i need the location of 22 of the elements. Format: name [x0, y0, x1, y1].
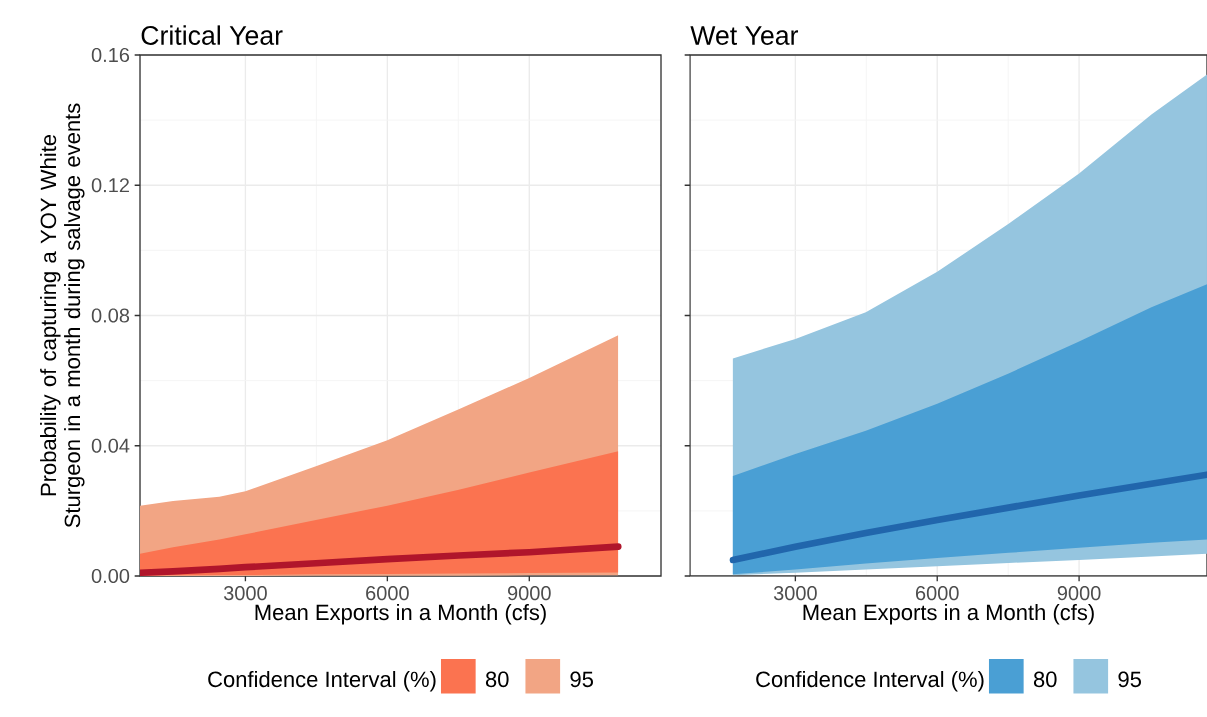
y-tick-label: 0.04: [91, 438, 130, 453]
legend-title: Confidence Interval (%): [756, 670, 984, 692]
legend-label: 80: [1033, 671, 1057, 688]
x-axis-title: Mean Exports in a Month (cfs): [255, 604, 546, 625]
x-axis-title: Mean Exports in a Month (cfs): [803, 604, 1094, 625]
y-tick-label: 0.00: [91, 568, 130, 584]
legend-title: Confidence Interval (%): [208, 670, 436, 692]
y-axis-title: Probability of capturing a YOY White Sturgeon in a month during salvage events: [40, 103, 85, 528]
x-tick-label: 6000: [366, 586, 409, 601]
x-tick-label: 6000: [916, 586, 959, 601]
legend-label: 80: [485, 671, 509, 688]
y-tick-label: 0.08: [91, 308, 130, 323]
chart-title: Critical Year: [141, 25, 283, 45]
x-tick-label: 3000: [223, 586, 267, 601]
x-tick-label: 3000: [773, 586, 817, 601]
chart-title: Wet Year: [690, 26, 799, 45]
legend-label: 95: [1118, 671, 1141, 688]
x-tick-label: 9000: [1057, 586, 1101, 601]
x-tick-label: 9000: [507, 586, 551, 601]
y-tick-label: 0.12: [91, 178, 129, 193]
y-tick-label: 0.16: [91, 47, 130, 63]
legend-label: 95: [570, 671, 593, 688]
